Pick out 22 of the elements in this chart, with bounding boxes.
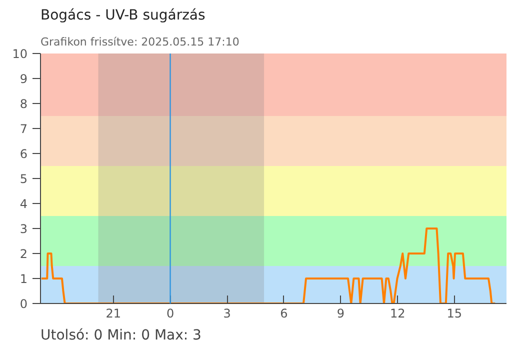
- x-tick-label: 6: [280, 306, 288, 320]
- x-tick-label: 12: [390, 306, 406, 320]
- y-tick-label: 4: [20, 197, 28, 211]
- text: Utolsó: 0 Min: 0 Max: 3: [40, 328, 202, 344]
- y-tick-label: 6: [20, 147, 28, 161]
- x-tick-label: 0: [166, 306, 174, 320]
- y-tick-label: 7: [20, 122, 28, 136]
- x-tick-label: 15: [446, 306, 462, 320]
- line-series: [40, 228, 496, 304]
- y-tick-label: 9: [20, 72, 28, 86]
- y-tick-label: 2: [20, 247, 28, 261]
- y-tick-label: 5: [20, 172, 28, 186]
- x-tick-label: 3: [223, 306, 231, 320]
- y-tick-label: 8: [20, 97, 28, 111]
- y-tick-label: 1: [20, 272, 28, 286]
- y-tick-label: 10: [12, 47, 28, 61]
- chart-title: Bogács - UV-B sugárzás: [40, 8, 206, 24]
- x-tick-label: 9: [336, 306, 345, 320]
- chart-subtitle: Grafikon frissítve: 2025.05.15 17:10: [40, 36, 240, 48]
- y-tick-label: 0: [20, 297, 28, 311]
- y-tick-label: 3: [20, 222, 28, 236]
- x-tick-label: 21: [106, 306, 122, 320]
